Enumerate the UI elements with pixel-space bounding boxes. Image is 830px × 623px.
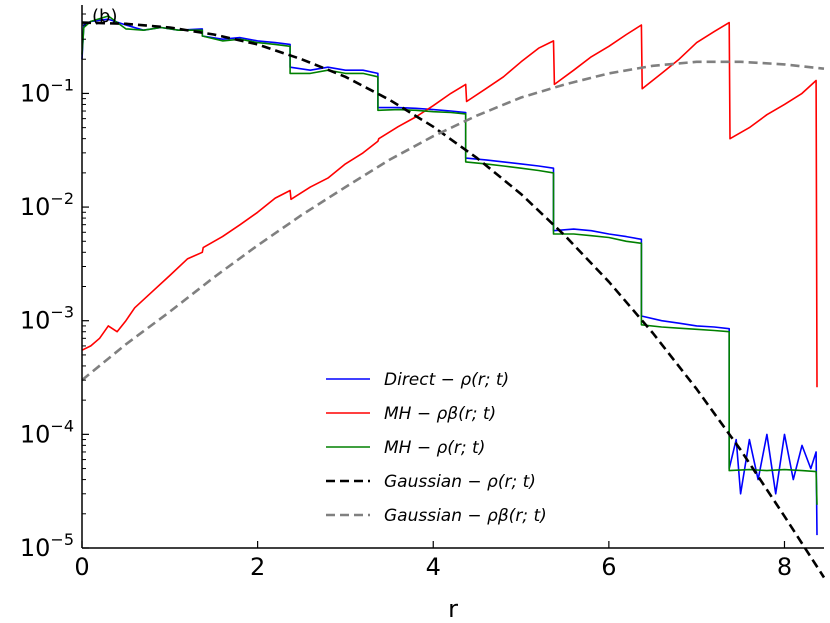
series-line — [81, 21, 826, 579]
y-tick-label: 10−2 — [20, 189, 74, 221]
legend-label: MH − ρ(r; t) — [384, 438, 485, 458]
series-line — [81, 18, 818, 536]
y-ticks: 10−5 10−4 10−3 10−2 10−1 — [20, 13, 89, 562]
y-tick-label: 10−1 — [20, 75, 74, 107]
x-tick-label: 6 — [601, 553, 616, 581]
series-layer — [81, 15, 826, 579]
y-tick-label: 10−5 — [20, 530, 74, 562]
axes — [81, 5, 824, 549]
y-tick-label: 10−3 — [20, 303, 74, 335]
x-tick-label: 0 — [74, 553, 89, 581]
x-axis-label: r — [448, 595, 458, 623]
legend-label: Gaussian − ρβ(r; t) — [384, 506, 547, 526]
x-tick-label: 8 — [777, 553, 792, 581]
x-tick-label: 4 — [426, 553, 441, 581]
legend-label: Gaussian − ρ(r; t) — [384, 472, 536, 492]
series-line — [81, 15, 818, 505]
legend-label: MH − ρβ(r; t) — [384, 404, 496, 424]
series-line — [81, 21, 818, 388]
y-tick-label: 10−4 — [20, 416, 74, 448]
series-line — [81, 60, 825, 382]
legend-label: Direct − ρ(r; t) — [384, 370, 509, 390]
x-tick-label: 2 — [250, 553, 265, 581]
panel-label: (b) — [92, 6, 117, 27]
x-ticks: 0 2 4 6 8 — [74, 541, 792, 581]
legend: Direct − ρ(r; t) MH − ρβ(r; t) MH − ρ(r; t… — [326, 370, 547, 526]
